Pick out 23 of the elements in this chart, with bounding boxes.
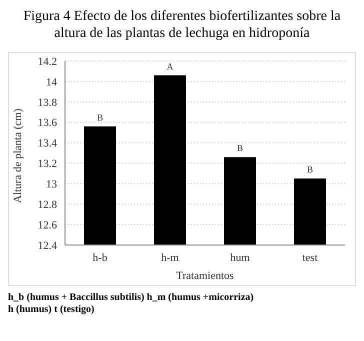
y-tick-label: 14.2 bbox=[38, 56, 57, 68]
x-tick-label: hum bbox=[230, 252, 250, 264]
y-tick-label: 14 bbox=[46, 76, 58, 88]
y-tick-label: 13.6 bbox=[38, 117, 58, 130]
x-tick-label: h-m bbox=[161, 252, 180, 264]
annotation: A bbox=[166, 61, 174, 72]
annotation: B bbox=[236, 143, 244, 154]
y-tick-label: 13.2 bbox=[38, 158, 57, 170]
y-tick-label: 12.8 bbox=[38, 199, 58, 212]
annotation: B bbox=[306, 164, 314, 175]
y-axis-title: Altura de planta (cm) bbox=[12, 108, 24, 203]
y-tick-label: 12.6 bbox=[38, 219, 58, 232]
chart-title: Figura 4 Efecto de los diferentes biofertilizantes sobre la altura de las plantas de lechuga en hidroponía bbox=[22, 8, 342, 42]
y-tick-label: 13.4 bbox=[38, 138, 58, 150]
y-tick-label: 13 bbox=[46, 178, 58, 191]
annotation: B bbox=[96, 112, 104, 122]
text: h (humus) t (testigo) bbox=[8, 304, 96, 316]
x-tick-label: test bbox=[302, 252, 318, 264]
text: h_b (humus + Baccillus subtilis) h_m (humus +micorriza) bbox=[8, 292, 255, 304]
y-tick-label: 13.8 bbox=[38, 96, 58, 109]
x-tick-label: h-b bbox=[92, 252, 108, 264]
x-axis-title: Tratamientos bbox=[176, 270, 234, 282]
y-tick-label: 12.4 bbox=[38, 240, 58, 252]
